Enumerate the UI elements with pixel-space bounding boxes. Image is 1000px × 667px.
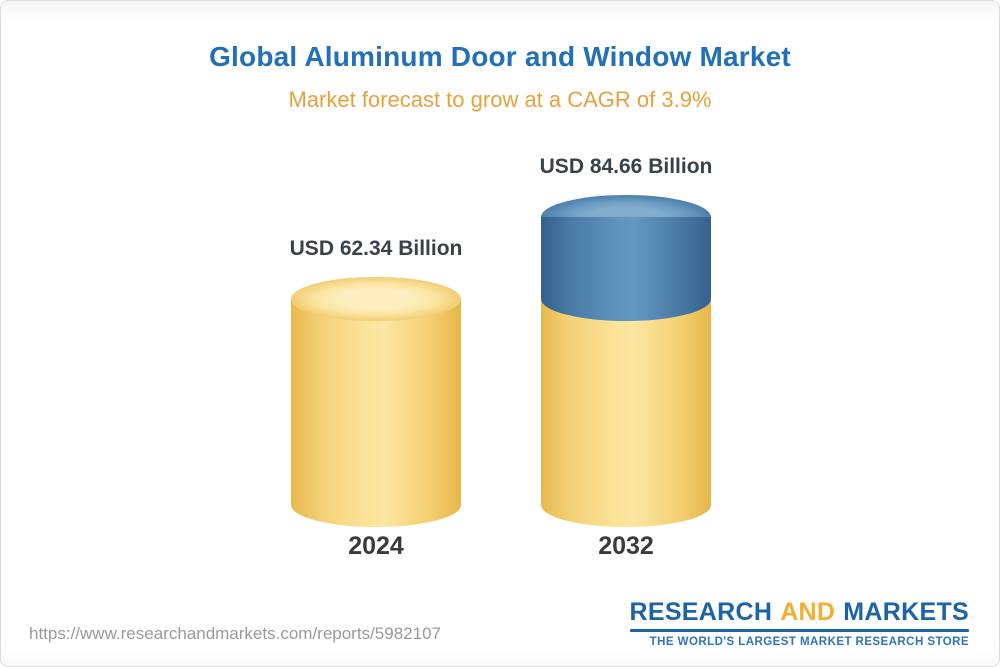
chart-title: Global Aluminum Door and Window Market <box>209 41 791 72</box>
chart-subtitle: Market forecast to grow at a CAGR of 3.9… <box>288 87 712 112</box>
research-and-markets-logo: RESEARCH AND MARKETS THE WORLD'S LARGEST… <box>629 598 970 648</box>
logo-underline <box>629 629 969 632</box>
value-label-2032: USD 84.66 Billion <box>539 155 713 178</box>
cylinder-2024-body <box>291 298 461 527</box>
bar-group-2032: USD 84.66 Billion <box>511 155 741 527</box>
year-label-2024: 2024 <box>348 532 404 560</box>
cylinder-2032 <box>541 195 711 527</box>
logo-word-and: AND <box>780 598 836 626</box>
logo-wordmark: RESEARCH AND MARKETS <box>630 598 970 627</box>
logo-tagline: THE WORLD'S LARGEST MARKET RESEARCH STOR… <box>649 636 969 648</box>
cylinder-2032-growth-segment <box>541 217 711 321</box>
year-label-2032: 2032 <box>598 532 654 560</box>
cylinder-2024 <box>291 276 461 527</box>
logo-word-markets: MARKETS <box>843 598 969 626</box>
cylinder-2032-base-segment <box>541 298 711 527</box>
report-url: https://www.researchandmarkets.com/repor… <box>29 624 441 643</box>
logo-word-research: RESEARCH <box>629 598 773 626</box>
bar-group-2024: USD 62.34 Billion <box>261 237 491 527</box>
value-label-2024: USD 62.34 Billion <box>289 236 463 260</box>
cylinder-2024-top-ellipse <box>291 276 461 321</box>
